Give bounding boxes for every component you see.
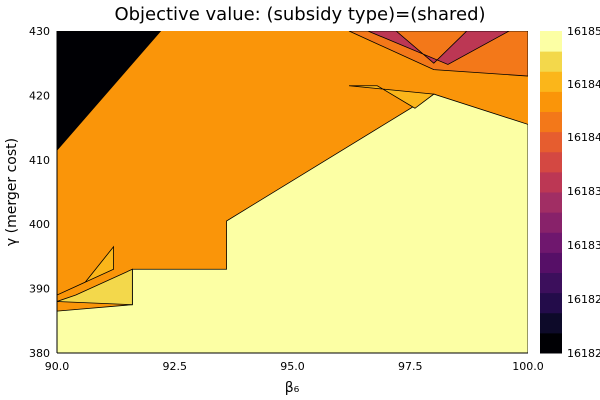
colorbar-swatch [540,212,562,233]
colorbar-tick-label: 16184 [567,131,600,144]
colorbar-tick-label: 16185 [567,25,600,38]
x-tick-label: 97.5 [398,360,423,373]
contour-region [57,31,162,151]
y-tick-label: 380 [29,347,50,360]
colorbar-swatch [540,131,562,153]
y-axis-label: γ (merger cost) [4,138,20,246]
y-tick-label: 400 [29,218,50,231]
colorbar-swatch [540,111,562,133]
colorbar-swatch [540,252,562,273]
colorbar-swatch [540,31,562,52]
chart-title: Objective value: (subsidy type)=(shared) [114,4,485,25]
y-tick-label: 410 [29,154,50,167]
x-tick-label: 95.0 [280,360,305,373]
contour-region [57,93,528,353]
x-tick-label: 100.0 [512,360,544,373]
y-tick-label: 430 [29,25,50,38]
colorbar-tick-label: 16183 [567,239,600,252]
x-tick-label: 90.0 [45,360,70,373]
colorbar-tick-label: 16184 [567,78,600,91]
colorbar-swatch [540,192,562,213]
y-tick-label: 390 [29,283,50,296]
contour-region [348,85,435,109]
y-ticks: 380 390 400 410 420 430 [29,25,50,360]
plot-area [57,31,528,353]
colorbar-swatch [540,272,562,294]
colorbar-swatch [540,232,562,253]
colorbar-swatch [540,332,562,354]
x-ticks: 90.0 92.5 95.0 97.5 100.0 [45,360,544,373]
colorbar-ticks: 16182 16182 16183 16183 16184 16184 1618… [567,25,600,360]
contour-region [57,268,133,306]
colorbar-swatch [540,151,562,173]
colorbar-tick-label: 16182 [567,293,600,306]
colorbar-swatch [540,292,562,314]
contour-region [57,245,114,296]
colorbar-swatch [540,71,562,92]
colorbar-tick-label: 16182 [567,347,600,360]
colorbar-swatch [540,312,562,334]
y-tick-label: 420 [29,89,50,102]
colorbar-swatch [540,51,562,72]
colorbar-swatch [540,171,562,193]
colorbar-tick-label: 16183 [567,185,600,198]
contour-region [367,31,510,65]
colorbar-swatch [540,91,562,112]
x-axis-label: β₆ [285,380,300,396]
colorbar [540,31,562,354]
x-tick-label: 92.5 [163,360,188,373]
